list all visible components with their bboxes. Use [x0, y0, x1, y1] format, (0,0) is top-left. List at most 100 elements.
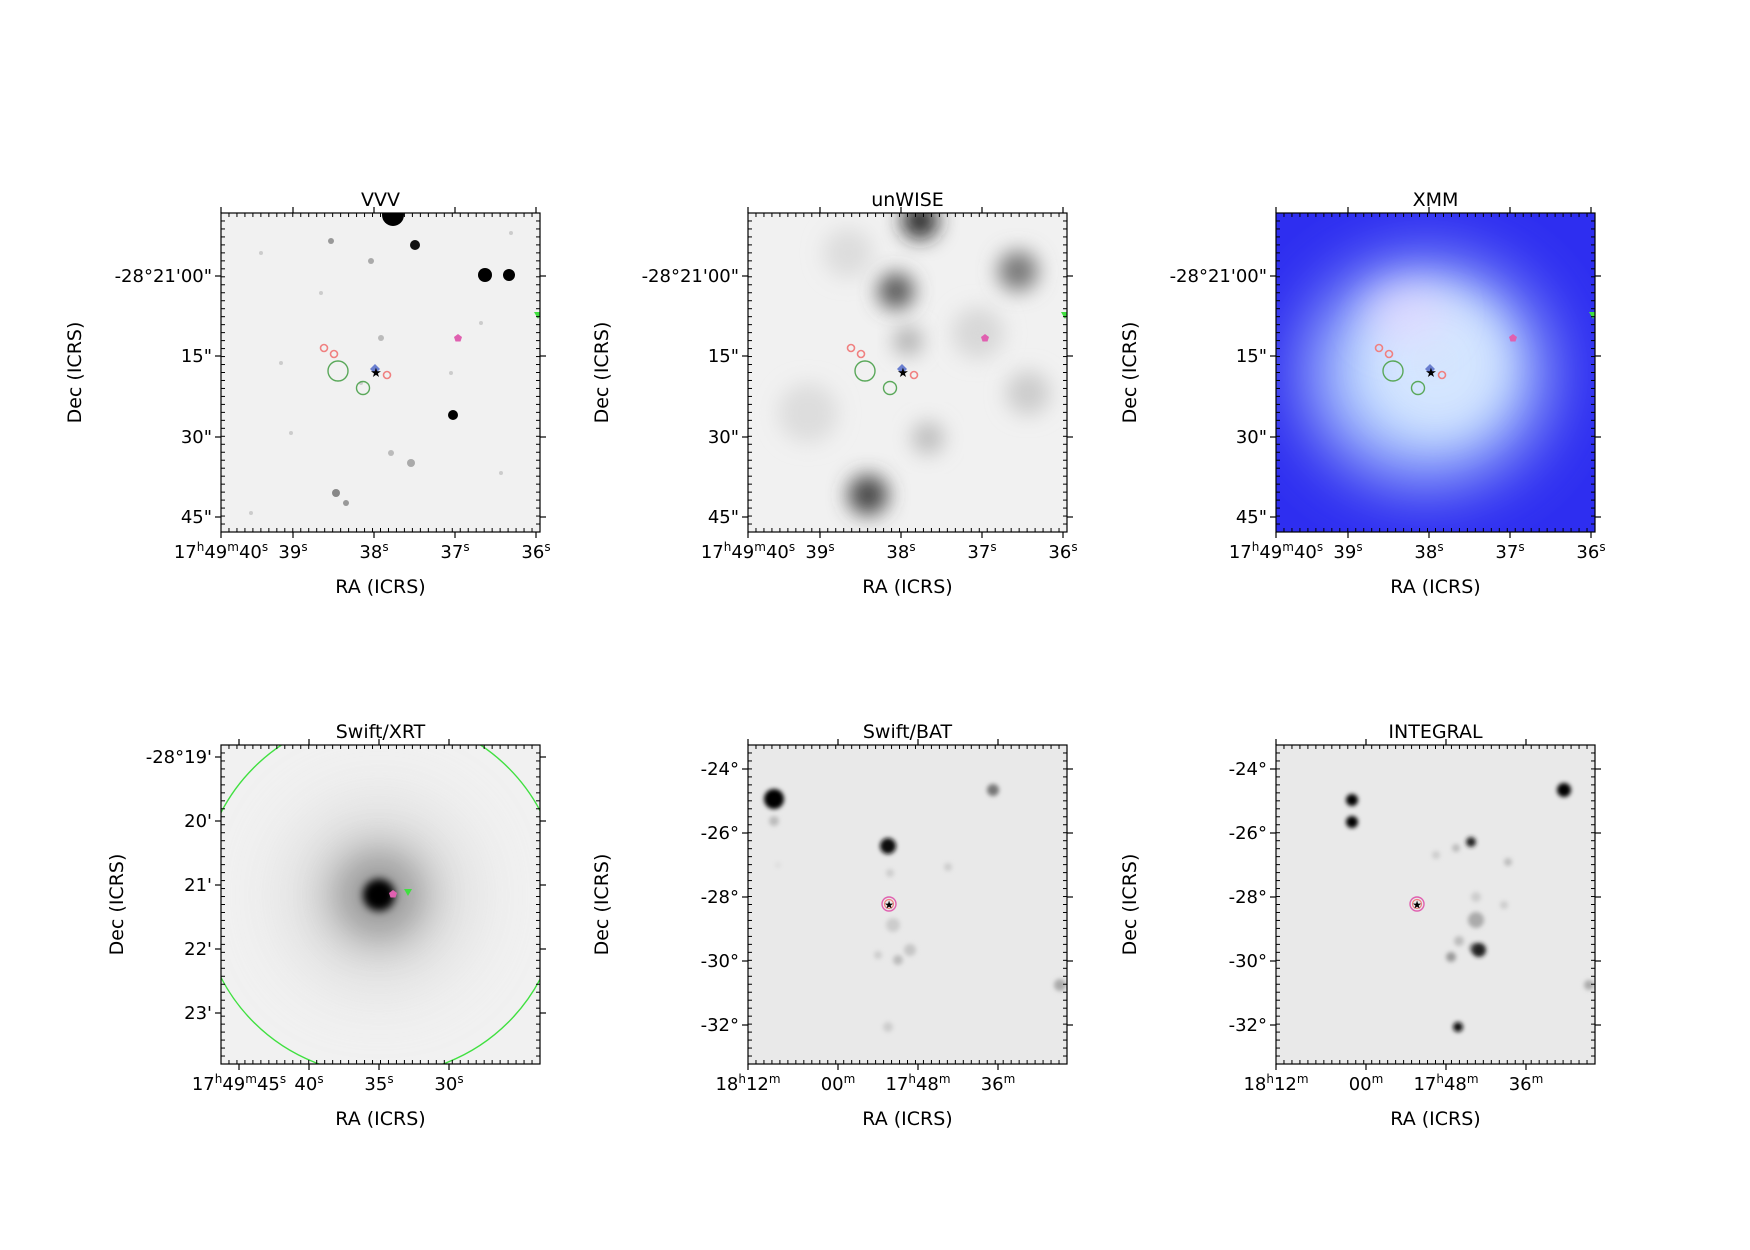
red-error-circle: [856, 349, 866, 359]
hard-xray-source: [1346, 794, 1358, 806]
red-error-circle: [329, 349, 339, 359]
x-tick-label: 35s: [364, 1072, 393, 1095]
hard-xray-source: [769, 816, 779, 826]
x-tick-label: 36s: [1048, 540, 1077, 563]
star-source: [368, 258, 374, 264]
panel-integral: ★INTEGRAL-24°-26°-28°-30°-32°18h12m 00m 17…: [1119, 721, 1601, 1130]
y-tick-label: -28°: [1229, 887, 1267, 908]
y-axis-label: Dec (ICRS): [1119, 322, 1141, 424]
tick-text: 35: [364, 1074, 387, 1095]
xmm-soft-emission: [1366, 283, 1446, 343]
star-source: [319, 291, 323, 295]
star-marker: ★: [897, 366, 909, 381]
x-axis-label: RA (ICRS): [1390, 1108, 1480, 1130]
star-marker: ★: [1412, 899, 1422, 912]
tick-text: 12: [746, 1074, 769, 1095]
y-axis-label: Dec (ICRS): [1119, 854, 1141, 956]
tick-text: 38: [1414, 542, 1437, 563]
star-source: [479, 321, 483, 325]
tick-superscript: h: [738, 1072, 746, 1086]
red-error-circle: [1437, 370, 1447, 380]
tick-text: 17: [701, 542, 724, 563]
y-tick-label: -30°: [1229, 951, 1267, 972]
y-tick-label: -32°: [701, 1015, 739, 1036]
panel-title: Swift/BAT: [863, 721, 953, 743]
hard-xray-source: [1346, 816, 1358, 828]
y-tick-label: -28°21'00": [642, 266, 739, 287]
hard-xray-source: [883, 1022, 893, 1032]
tick-text: 18: [1243, 1074, 1266, 1095]
x-tick-label: 17h48m: [1413, 1072, 1478, 1095]
pink-pentagon-marker: [389, 890, 397, 898]
tick-text: 36: [1509, 1074, 1532, 1095]
tick-text: 38: [359, 542, 382, 563]
tick-superscript: m: [939, 1072, 951, 1086]
x-tick-label: 39s: [278, 540, 307, 563]
red-error-circle: [1411, 898, 1423, 910]
tick-superscript: m: [1282, 540, 1294, 554]
tick-text: 49: [204, 542, 227, 563]
blue-diamond-marker: [1425, 364, 1435, 374]
x-tick-label: 38s: [359, 540, 388, 563]
hard-xray-source: [880, 838, 896, 854]
tick-text: 12: [1274, 1074, 1297, 1095]
tick-superscript: h: [908, 1072, 916, 1086]
y-tick-label: -26°: [701, 823, 739, 844]
hard-xray-source: [1432, 851, 1440, 859]
hard-xray-source: [944, 863, 952, 871]
x-tick-label: 00m: [821, 1072, 856, 1095]
y-tick-label: -28°21'00": [115, 266, 212, 287]
panel-title: unWISE: [871, 189, 944, 211]
y-tick-label: -30°: [701, 951, 739, 972]
hard-xray-source: [874, 951, 882, 959]
xrt-source-core: [363, 879, 395, 911]
hard-xray-source: [1504, 858, 1512, 866]
tick-text: 38: [886, 542, 909, 563]
tick-text: 49: [1259, 542, 1282, 563]
tick-superscript: s: [909, 540, 915, 554]
tick-superscript: s: [828, 540, 834, 554]
y-tick-label: 45": [708, 507, 739, 528]
star-source: [407, 459, 415, 467]
x-tick-label: 40s: [294, 1072, 323, 1095]
y-tick-label: 21': [184, 875, 212, 896]
ir-source: [1006, 371, 1050, 415]
green-triangle-marker: [1589, 312, 1595, 319]
pink-pentagon-marker: [981, 334, 989, 342]
tick-text: 48: [1444, 1074, 1467, 1095]
tick-text: 18: [715, 1074, 738, 1095]
y-axis-label: Dec (ICRS): [591, 322, 613, 424]
y-tick-label: 30": [708, 427, 739, 448]
tick-text: 39: [278, 542, 301, 563]
x-tick-label: 18h12m: [715, 1072, 780, 1095]
hard-xray-source: [1584, 980, 1594, 990]
tick-superscript: m: [844, 1072, 856, 1086]
star-source: [478, 268, 492, 282]
x-axis-label: RA (ICRS): [335, 1108, 425, 1130]
tick-text: 17: [1413, 1074, 1436, 1095]
tick-superscript: h: [1266, 1072, 1274, 1086]
tick-superscript: s: [1518, 540, 1524, 554]
tick-superscript: h: [197, 540, 205, 554]
pink-pentagon-marker: [454, 334, 462, 342]
hard-xray-source: [1500, 901, 1508, 909]
star-marker: ★: [884, 899, 894, 912]
green-triangle-marker: [534, 312, 540, 319]
image-background: [1276, 745, 1595, 1064]
y-tick-label: -32°: [1229, 1015, 1267, 1036]
green-triangle-marker: [1061, 312, 1067, 319]
tick-superscript: s: [990, 540, 996, 554]
panel-image: ★: [221, 213, 540, 532]
green-error-circle: [355, 380, 371, 396]
hard-xray-source: [1452, 844, 1460, 852]
panel-unwise: ★unWISE-28°21'00"15"30"45"17h49m40s 39s 38…: [591, 189, 1078, 598]
tick-text: 17: [174, 542, 197, 563]
x-tick-label: 17h48m: [885, 1072, 950, 1095]
x-axis-label: RA (ICRS): [1390, 576, 1480, 598]
ir-source: [878, 273, 914, 309]
y-tick-label: -28°19': [146, 747, 212, 768]
ir-source: [778, 383, 838, 443]
blue-diamond-marker: [370, 364, 380, 374]
hard-xray-source: [1557, 783, 1571, 797]
